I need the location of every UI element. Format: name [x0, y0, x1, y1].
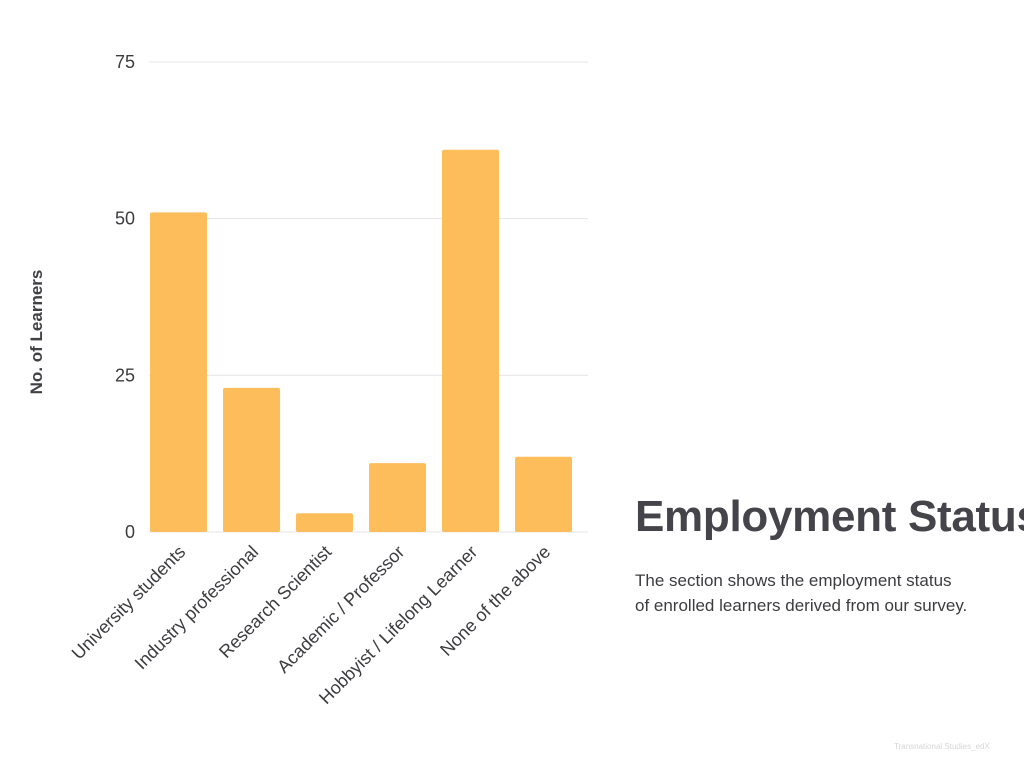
y-axis-label: No. of Learners [27, 270, 46, 395]
y-tick-label: 0 [125, 522, 135, 542]
bar [296, 513, 353, 532]
section-description: The section shows the employment status … [635, 568, 1015, 618]
x-category-label: Industry professional [131, 542, 263, 674]
y-tick-label: 75 [115, 52, 135, 72]
bar [369, 463, 426, 532]
y-tick-label: 25 [115, 365, 135, 385]
gridlines [149, 61, 588, 533]
page-title: Employment Status [635, 492, 1024, 541]
description-line-1: The section shows the employment status [635, 571, 952, 590]
bar [223, 387, 280, 532]
y-tick-label: 50 [115, 209, 135, 229]
y-axis-tick-labels: 0 25 50 75 [115, 52, 135, 542]
footnote-credit: Transnational Studies_edX [894, 742, 990, 751]
bar [515, 456, 572, 532]
description-line-2: of enrolled learners derived from our su… [635, 596, 968, 615]
x-category-label: Academic / Professor [273, 542, 408, 677]
bar [150, 212, 207, 532]
bar [442, 149, 499, 532]
bars [150, 149, 572, 532]
